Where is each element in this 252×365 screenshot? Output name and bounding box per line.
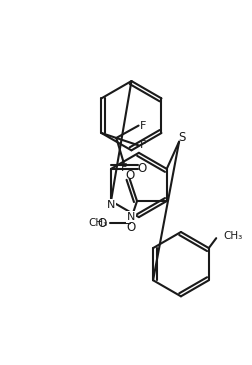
Text: F: F [140, 120, 146, 131]
Text: F: F [120, 163, 127, 173]
Text: S: S [177, 131, 184, 145]
Text: CH₃: CH₃ [88, 218, 107, 228]
Text: CH₃: CH₃ [223, 231, 242, 241]
Text: O: O [124, 169, 134, 181]
Text: F: F [140, 141, 146, 150]
Text: O: O [97, 217, 107, 230]
Text: O: O [137, 162, 146, 176]
Text: N: N [106, 200, 115, 210]
Text: N: N [126, 212, 135, 222]
Text: O: O [126, 220, 135, 234]
